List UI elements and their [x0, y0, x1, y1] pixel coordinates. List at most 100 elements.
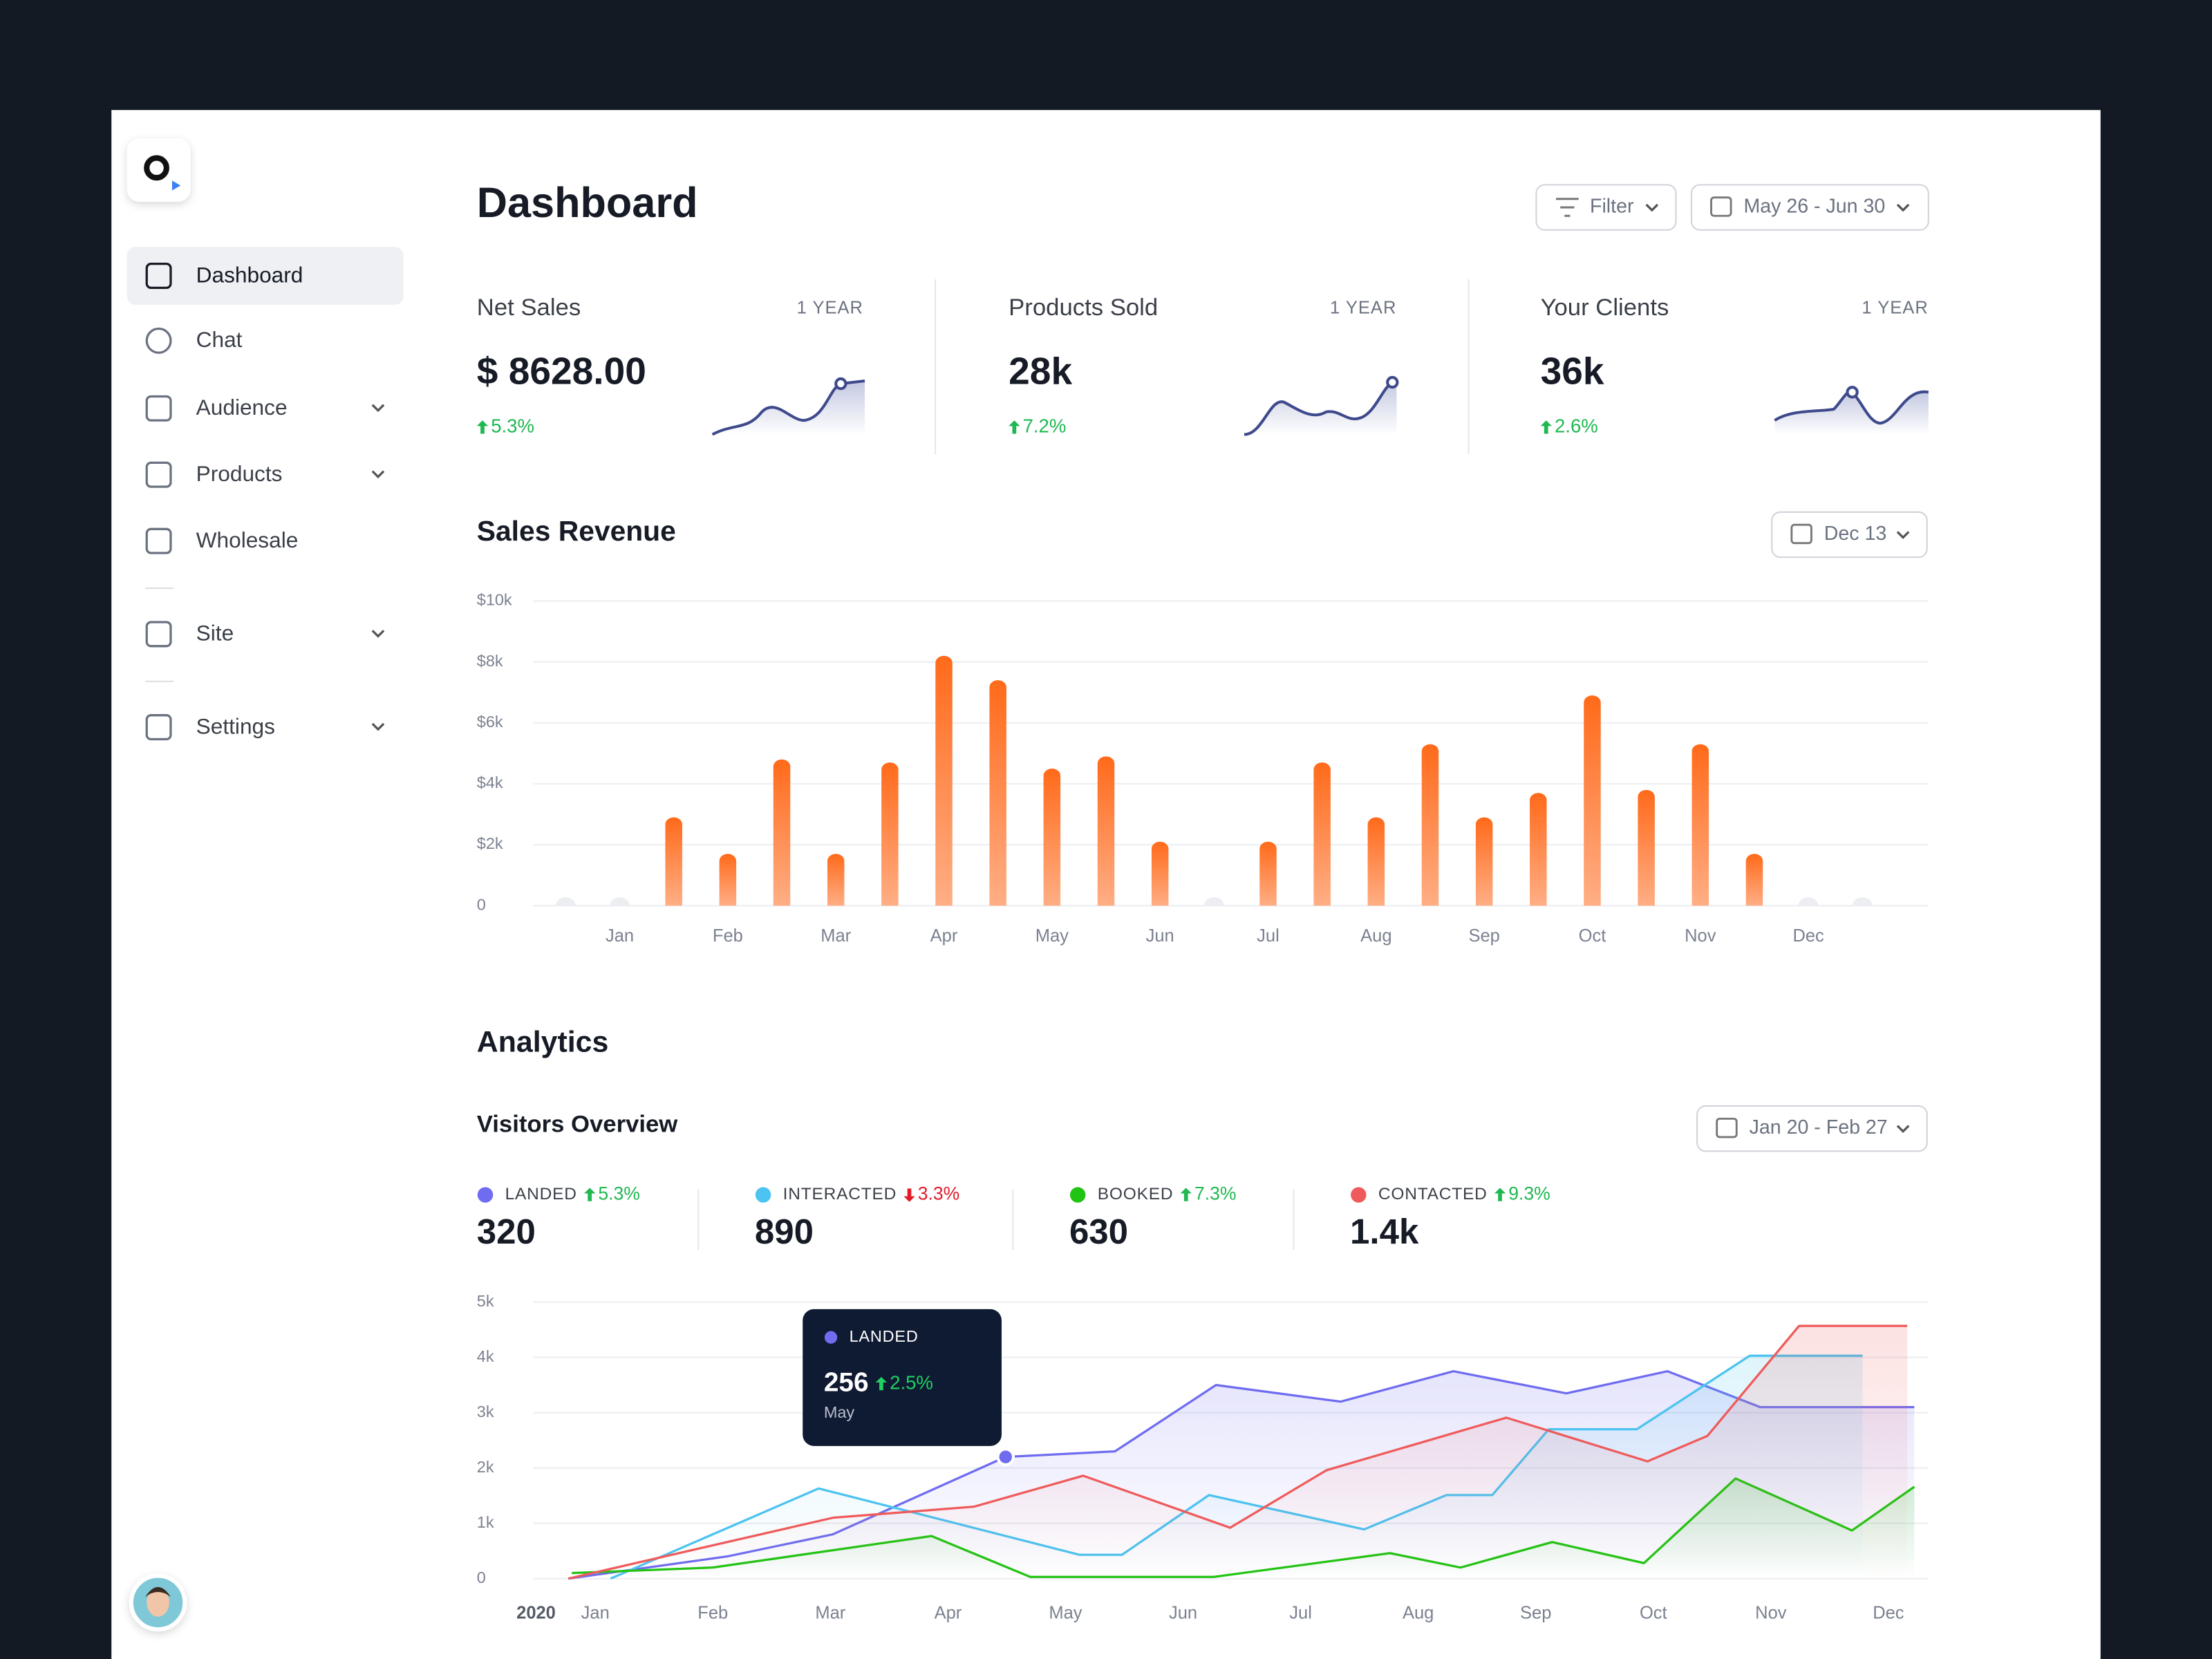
sparkline-area: [1774, 391, 1929, 435]
stat-change: 5.3%: [491, 415, 534, 437]
bar: [935, 655, 953, 906]
x-tick-label: Feb: [697, 1603, 728, 1622]
x-tick-label: Dec: [1873, 1603, 1904, 1622]
logo-ring: [144, 155, 169, 181]
legend-label: LANDED: [505, 1185, 577, 1203]
bar: [610, 897, 630, 906]
chart-title: Visitors Overview: [477, 1112, 679, 1138]
logo[interactable]: [126, 138, 191, 202]
x-tick-label: Oct: [1640, 1603, 1667, 1622]
y-tick-label: $2k: [477, 834, 503, 852]
bar: [1204, 897, 1224, 906]
nav-item[interactable]: Wholesale: [145, 527, 299, 554]
hover-point: [996, 1447, 1015, 1466]
y-tick-label: $10k: [477, 591, 512, 609]
bar: [1421, 744, 1439, 906]
x-tick-label: Aug: [1403, 1603, 1434, 1622]
nav-item[interactable]: Products: [145, 461, 385, 488]
x-tick-label: Sep: [1520, 1603, 1551, 1622]
nav-item[interactable]: Dashboard: [145, 262, 303, 289]
stat-label: Net Sales: [477, 294, 581, 321]
filter-button[interactable]: Filter: [1535, 184, 1677, 231]
y-tick-label: 0: [477, 895, 486, 913]
visitors-date-label: Jan 20 - Feb 27: [1750, 1116, 1888, 1138]
trend-arrow: [1540, 420, 1552, 434]
y-tick-label: 3k: [477, 1403, 494, 1421]
nav-item[interactable]: Chat: [145, 327, 243, 354]
calendar-icon: [1790, 523, 1812, 545]
bar: [1745, 854, 1763, 906]
visitors-date-box[interactable]: [1696, 1105, 1928, 1152]
chevron: [1896, 531, 1910, 539]
legend-dot: [1351, 1187, 1367, 1203]
avatar[interactable]: [129, 1573, 187, 1632]
x-tick-label: Sep: [1468, 926, 1499, 946]
nav-item[interactable]: Site: [145, 621, 385, 648]
bar: [1853, 897, 1873, 906]
nav-icon: [145, 527, 172, 554]
stat-label: Products Sold: [1009, 294, 1158, 321]
tooltip-dot: [824, 1331, 838, 1344]
trend-arrow: [1180, 1188, 1192, 1201]
logo-play: [171, 180, 181, 191]
section-title: Analytics: [477, 1026, 609, 1059]
y-tick-label: 4k: [477, 1347, 494, 1365]
nav-icon: [145, 621, 172, 648]
nav-item[interactable]: Audience: [145, 395, 385, 422]
x-tick-label: Mar: [821, 926, 851, 946]
stat-value: 36k: [1541, 349, 1604, 392]
sparkline: [1244, 375, 1399, 436]
x-tick-label: May: [1035, 926, 1069, 946]
x-tick-label: Oct: [1579, 926, 1606, 946]
nav-label: Wholesale: [196, 527, 299, 552]
visitors-date-button[interactable]: Jan 20 - Feb 27: [1696, 1105, 1928, 1152]
legend-dot: [755, 1187, 771, 1203]
stat-change: 7.2%: [1023, 415, 1067, 437]
calendar-icon: [1710, 196, 1732, 217]
line-series: [568, 1324, 1908, 1580]
avatar-face: [147, 1588, 169, 1617]
logo-tile[interactable]: [126, 138, 191, 202]
bar: [827, 854, 845, 906]
chart-title: Sales Revenue: [477, 515, 676, 547]
trend-arrow: [583, 1188, 596, 1201]
sales-date-button[interactable]: Dec 13: [1771, 511, 1928, 559]
bar: [719, 854, 737, 906]
legend-label: BOOKED: [1098, 1185, 1174, 1203]
stat-change: 2.6%: [1555, 415, 1598, 437]
y-tick-label: $4k: [477, 774, 503, 791]
sales-date-label: Dec 13: [1824, 523, 1887, 545]
chevron: [371, 404, 385, 413]
sparkline-area: [1244, 381, 1397, 435]
legend-change: 3.3%: [918, 1183, 959, 1204]
nav-icon: [145, 395, 172, 422]
date-range-label: May 26 - Jun 30: [1743, 196, 1885, 218]
sparkline-dot: [1386, 375, 1399, 389]
sparkline-line: [1244, 381, 1394, 436]
chevron: [371, 722, 385, 731]
x-tick-label: Nov: [1685, 926, 1716, 946]
bar: [773, 759, 791, 906]
tooltip: [803, 1309, 1002, 1446]
calendar-icon: [1716, 1117, 1738, 1138]
chevron: [1896, 1125, 1910, 1134]
trend-arrow: [1494, 1188, 1506, 1201]
date-range-button[interactable]: May 26 - Jun 30: [1690, 184, 1929, 231]
filter-icon: [1556, 198, 1579, 217]
sales-date-box[interactable]: [1771, 511, 1928, 559]
trend-arrow: [1009, 420, 1020, 434]
bar: [1043, 768, 1061, 906]
legend-change: 5.3%: [598, 1183, 639, 1204]
sparkline-dot: [1846, 386, 1859, 399]
y-tick-label: 0: [477, 1568, 486, 1586]
chevron: [1896, 203, 1910, 212]
legend-change: 9.3%: [1508, 1183, 1550, 1204]
nav-icon: [145, 461, 172, 488]
nav-item[interactable]: Settings: [145, 713, 385, 741]
filter-button-box[interactable]: [1535, 184, 1677, 231]
sparkline: [711, 377, 865, 436]
date-range-box[interactable]: [1690, 184, 1929, 231]
sparkline-area: [712, 381, 865, 435]
